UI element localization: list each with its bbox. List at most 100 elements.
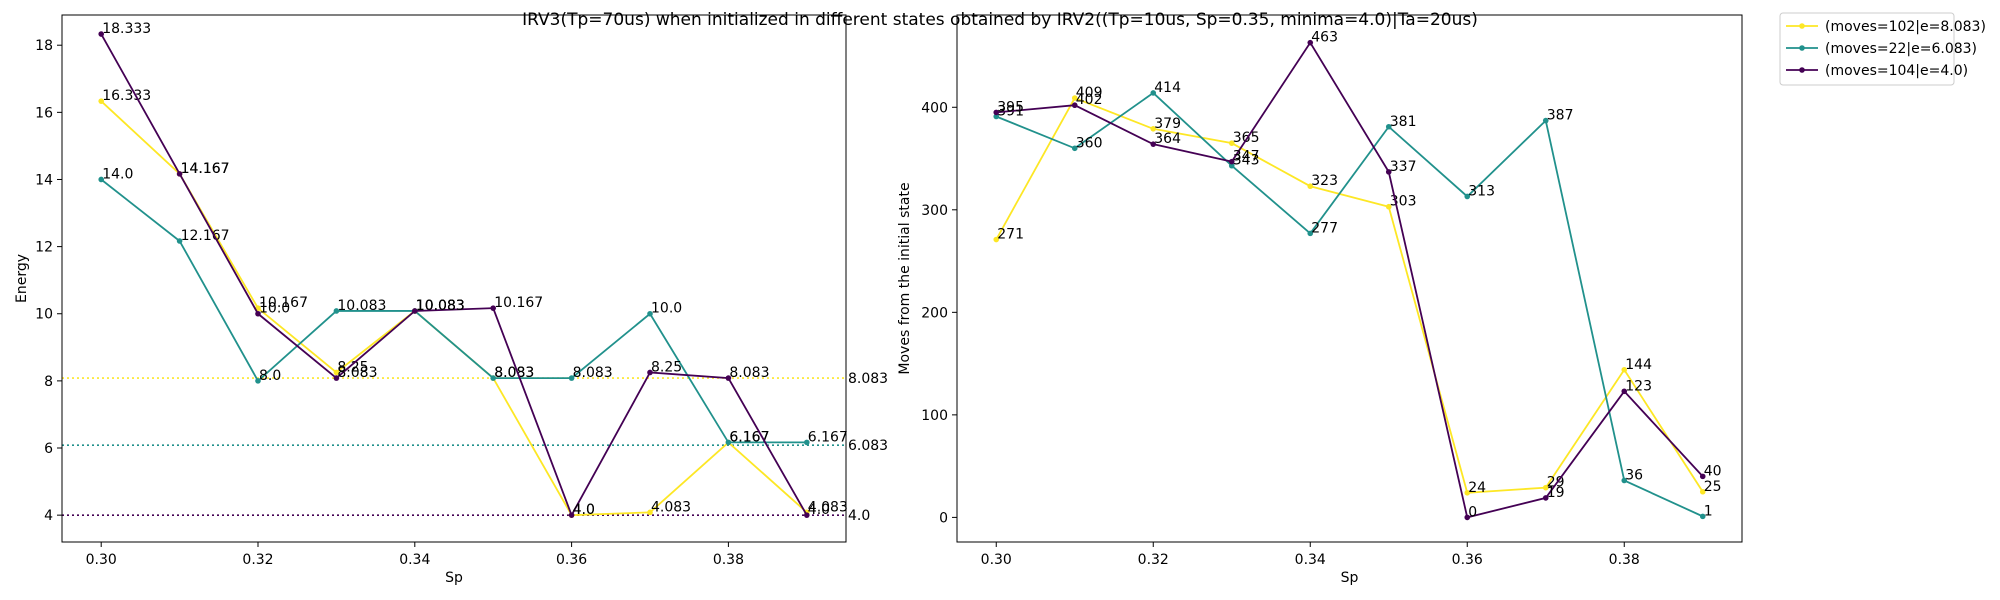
data-label: 271 [997,227,1024,243]
data-label: 36 [1625,467,1643,483]
data-point [1621,477,1628,484]
data-label: 123 [1625,378,1652,394]
data-label: 16.333 [102,88,151,104]
data-point [993,236,1000,243]
data-point [647,369,653,376]
data-point [1385,123,1392,130]
data-label: 343 [1233,153,1260,169]
data-label: 10.0 [651,301,682,317]
legend-marker [1799,67,1805,73]
y-tick-label: 14 [35,172,53,188]
y-axis-label: Moves from the initial state [897,182,913,374]
data-point [490,305,497,311]
data-point [1228,158,1235,165]
x-tick-label: 0.30 [86,552,117,568]
data-point [993,113,1000,120]
data-label: 347 [1233,149,1260,165]
data-point [490,375,497,381]
data-label: 414 [1154,80,1181,96]
data-label: 10.083 [416,298,465,314]
data-point [647,310,653,317]
data-point [1307,39,1314,46]
series-line [100,178,807,444]
data-label: 4.083 [651,499,691,515]
x-tick-label: 0.34 [399,552,430,568]
data-label: 6.167 [808,429,848,445]
data-label: 25 [1704,479,1722,495]
legend-label: (moves=102|e=8.083) [1825,19,1986,35]
series-line [995,96,1704,494]
data-label: 463 [1311,30,1338,46]
data-label: 395 [997,99,1024,115]
y-axis-label: Energy [14,254,30,303]
data-point [725,375,732,381]
data-point [333,308,340,314]
data-label: 365 [1233,130,1260,146]
data-label: 40 [1704,463,1722,479]
data-point [1071,145,1078,152]
data-point [1542,117,1549,124]
data-label: 14.167 [181,161,230,177]
data-label: 4.083 [808,499,848,515]
legend-marker [1799,45,1805,51]
data-point [1464,489,1471,496]
data-label: 8.083 [494,365,534,381]
legend-marker [1799,23,1805,29]
data-point [1307,183,1314,190]
data-point [1699,488,1706,495]
data-point [1150,141,1157,147]
data-point [98,98,104,104]
x-tick-label: 0.38 [1609,552,1640,568]
data-label: 323 [1311,173,1338,189]
y-tick-label: 400 [921,100,948,116]
data-point [568,512,575,518]
data-label: 4.0 [808,502,830,518]
data-point [412,308,418,314]
data-point [1071,95,1078,101]
data-label: 10.167 [494,295,543,311]
y-tick-label: 100 [921,408,948,424]
y-tick-label: 0 [939,510,948,526]
data-point [98,31,104,37]
data-label: 6.167 [729,429,769,445]
reference-line-label: 6.083 [848,438,888,454]
data-label: 360 [1076,135,1103,151]
data-label: 19 [1547,485,1565,501]
data-label: 364 [1154,131,1181,147]
reference-line-label: 8.083 [848,371,888,387]
y-tick-label: 4 [44,508,53,524]
y-tick-label: 10 [35,307,53,323]
data-label: 10.0 [259,301,290,317]
x-tick-label: 0.34 [1295,552,1326,568]
data-point [993,109,1000,116]
data-point [1621,366,1628,373]
legend-label: (moves=22|e=6.083) [1825,41,1977,57]
y-tick-label: 200 [921,305,948,321]
data-label: 4.0 [573,502,595,518]
data-label: 8.0 [259,368,281,384]
x-tick-label: 0.32 [242,552,273,568]
data-label: 144 [1625,357,1652,373]
data-point [1464,514,1471,521]
data-point [1150,90,1157,96]
data-label: 14.167 [181,161,230,177]
data-label: 387 [1547,108,1574,124]
data-point [1542,495,1549,501]
data-label: 8.083 [729,365,769,381]
x-tick-label: 0.36 [556,552,587,568]
data-point [1699,513,1706,520]
data-label: 4.0 [573,502,595,518]
data-point [176,171,183,177]
data-point [1464,193,1471,200]
data-label: 8.083 [573,365,613,381]
data-point [1150,126,1157,132]
data-point [804,512,810,518]
data-label: 12.167 [181,228,230,244]
data-label: 337 [1390,159,1417,175]
data-label: 313 [1468,183,1495,199]
y-tick-label: 16 [35,105,53,121]
data-point [1071,102,1078,109]
